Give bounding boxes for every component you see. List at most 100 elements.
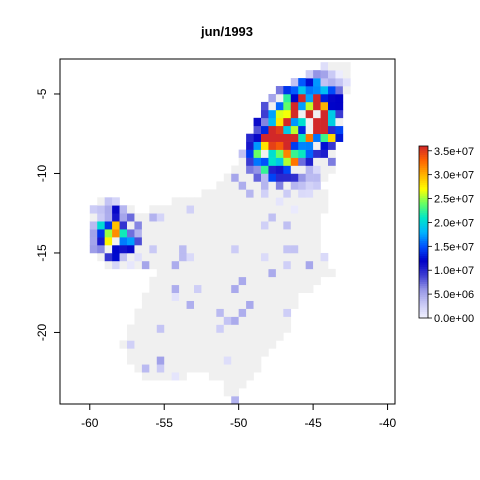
heatmap-cell bbox=[186, 316, 195, 325]
heatmap-cell bbox=[246, 245, 254, 254]
heatmap-cell bbox=[283, 221, 292, 230]
x-tick-label: -50 bbox=[230, 416, 248, 430]
heatmap-cell bbox=[112, 245, 120, 254]
heatmap-cell bbox=[313, 221, 321, 230]
heatmap-cell bbox=[335, 125, 344, 135]
heatmap-cell bbox=[97, 245, 105, 254]
heatmap-cell bbox=[246, 340, 254, 349]
heatmap-cell bbox=[104, 237, 113, 246]
heatmap-cell bbox=[313, 125, 321, 135]
heatmap-cell bbox=[275, 316, 284, 325]
heatmap-cell bbox=[149, 332, 158, 341]
heatmap-cell bbox=[246, 197, 254, 206]
heatmap-cell bbox=[328, 70, 336, 79]
heatmap-cell bbox=[164, 364, 172, 373]
chart-title: jun/1993 bbox=[200, 24, 253, 39]
heatmap-cell bbox=[141, 316, 150, 325]
heatmap-cell bbox=[238, 340, 247, 349]
heatmap-cell bbox=[216, 229, 225, 238]
heatmap-cell bbox=[283, 284, 292, 294]
heatmap-cell bbox=[156, 348, 165, 357]
heatmap-cell bbox=[298, 229, 306, 238]
heatmap-cell bbox=[134, 229, 143, 238]
colorbar-swatch bbox=[419, 184, 428, 188]
heatmap-cell bbox=[261, 268, 269, 278]
colorbar-tick-label: 2.0e+07 bbox=[434, 217, 474, 229]
heatmap-cell bbox=[305, 78, 314, 87]
heatmap-cell bbox=[305, 149, 314, 158]
heatmap-cell bbox=[231, 276, 239, 286]
heatmap-cell bbox=[335, 117, 344, 127]
heatmap-cell bbox=[246, 149, 254, 158]
heatmap-cell bbox=[208, 364, 217, 373]
heatmap-cell bbox=[97, 197, 105, 206]
heatmap-cell bbox=[283, 276, 292, 286]
heatmap-cell bbox=[186, 340, 195, 349]
heatmap-cell bbox=[216, 221, 225, 230]
heatmap-cell bbox=[238, 213, 247, 222]
heatmap-cell bbox=[261, 109, 269, 119]
heatmap-cell bbox=[313, 133, 321, 142]
heatmap-cell bbox=[186, 300, 195, 309]
heatmap-cell bbox=[171, 205, 180, 214]
heatmap-cell bbox=[290, 141, 299, 150]
heatmap-cell bbox=[313, 213, 321, 222]
heatmap-cell bbox=[171, 332, 180, 341]
colorbar-swatch bbox=[419, 240, 428, 244]
heatmap-cell bbox=[275, 308, 284, 317]
colorbar-swatch bbox=[419, 180, 428, 183]
colorbar-swatch bbox=[419, 182, 428, 186]
heatmap-cell bbox=[246, 229, 254, 238]
heatmap-cell bbox=[320, 173, 329, 182]
heatmap-cell bbox=[283, 125, 292, 135]
heatmap-cell bbox=[208, 340, 217, 349]
heatmap-cell bbox=[253, 284, 262, 294]
heatmap-cell bbox=[268, 340, 277, 349]
heatmap-cell bbox=[261, 117, 269, 127]
heatmap-cell bbox=[164, 237, 172, 246]
heatmap-cell bbox=[268, 205, 277, 214]
heatmap-cell bbox=[89, 229, 98, 238]
heatmap-cell bbox=[268, 300, 277, 309]
colorbar-swatch bbox=[419, 165, 428, 168]
heatmap-cell bbox=[238, 284, 247, 294]
heatmap-cell bbox=[201, 197, 210, 206]
colorbar-swatch bbox=[419, 210, 428, 214]
heatmap-cell bbox=[149, 284, 158, 294]
heatmap-cell bbox=[298, 213, 306, 222]
heatmap-cell bbox=[290, 78, 299, 87]
heatmap-cell bbox=[149, 260, 158, 270]
heatmap-cell bbox=[268, 324, 277, 333]
heatmap-cell bbox=[149, 316, 158, 325]
heatmap-cell bbox=[149, 308, 158, 317]
heatmap-cell bbox=[253, 181, 262, 190]
heatmap-cell bbox=[290, 133, 299, 142]
heatmap-cell bbox=[156, 356, 165, 365]
heatmap-cell bbox=[253, 245, 262, 254]
heatmap-cell bbox=[283, 86, 292, 95]
heatmap-cell bbox=[171, 276, 180, 286]
colorbar-swatch bbox=[419, 225, 428, 229]
heatmap-cell bbox=[156, 252, 165, 262]
heatmap-cell bbox=[223, 292, 232, 301]
heatmap-cell bbox=[201, 308, 210, 317]
heatmap-cell bbox=[268, 125, 277, 135]
heatmap-cell bbox=[208, 221, 217, 230]
colorbar-swatch bbox=[419, 264, 428, 267]
heatmap-cell bbox=[253, 205, 262, 214]
heatmap-cell bbox=[290, 221, 299, 230]
heatmap-cell bbox=[246, 300, 254, 309]
heatmap-cell bbox=[238, 252, 247, 262]
heatmap-cell bbox=[283, 133, 292, 142]
heatmap-cell bbox=[186, 260, 195, 270]
heatmap-cell bbox=[231, 308, 239, 317]
heatmap-cell bbox=[283, 189, 292, 198]
heatmap-cell bbox=[171, 245, 180, 254]
heatmap-cell bbox=[112, 237, 120, 246]
heatmap-cell bbox=[201, 189, 210, 198]
heatmap-cell bbox=[97, 213, 105, 222]
heatmap-cell bbox=[231, 205, 239, 214]
colorbar-swatch bbox=[419, 311, 428, 315]
heatmap-cell bbox=[261, 284, 269, 294]
heatmap-cell bbox=[268, 245, 277, 254]
